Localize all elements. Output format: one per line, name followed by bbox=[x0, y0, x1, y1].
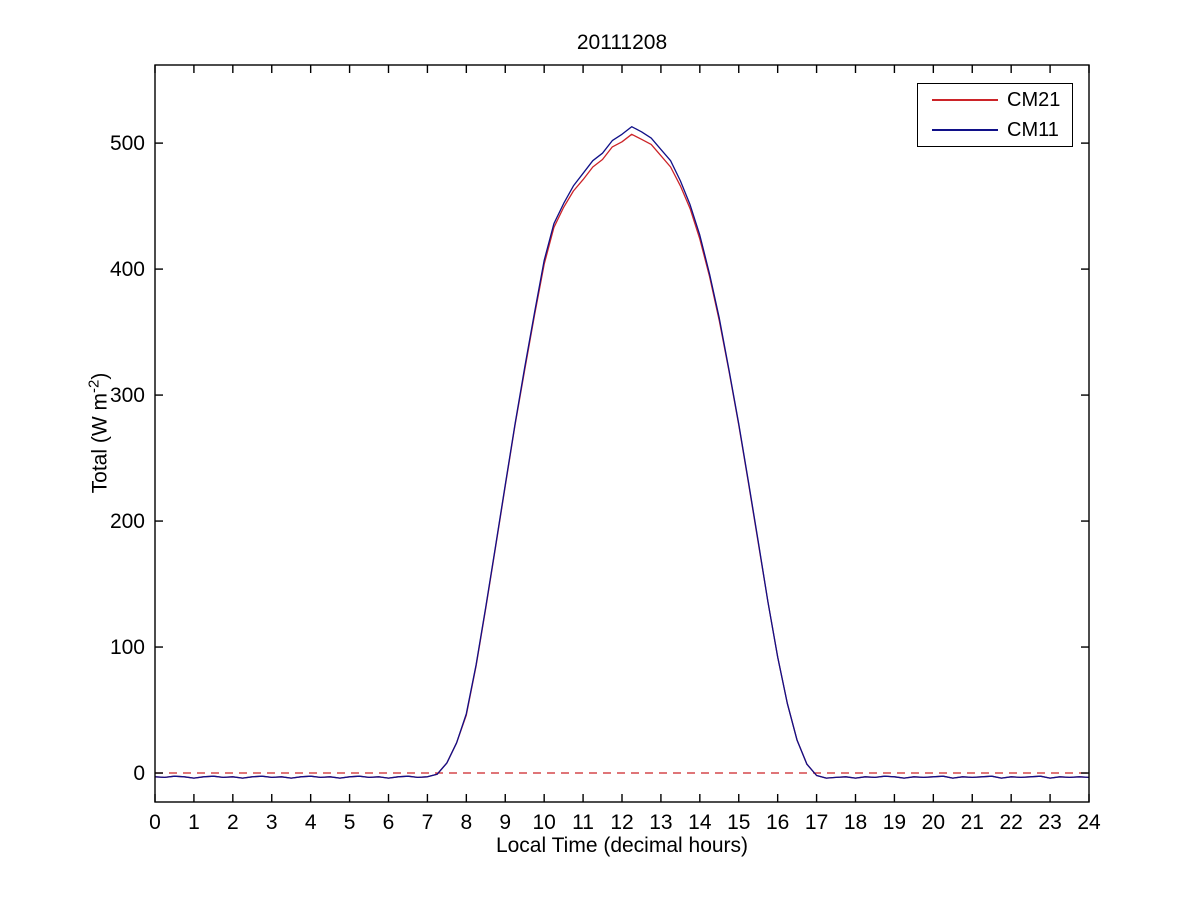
x-tick-label: 24 bbox=[1077, 811, 1101, 834]
legend-box: CM21 CM11 bbox=[917, 83, 1073, 147]
x-tick-label: 13 bbox=[649, 811, 672, 834]
legend-entry-cm21: CM21 bbox=[918, 85, 1072, 115]
y-axis-label-close: ) bbox=[88, 372, 112, 380]
y-tick-label: 400 bbox=[110, 258, 145, 281]
x-tick-label: 8 bbox=[460, 811, 472, 834]
legend-entry-cm11: CM11 bbox=[918, 115, 1072, 145]
x-tick-label: 17 bbox=[805, 811, 828, 834]
x-tick-label: 6 bbox=[383, 811, 395, 834]
x-tick-label: 0 bbox=[149, 811, 161, 834]
x-tick-label: 20 bbox=[922, 811, 945, 834]
cm11-line-sample-icon bbox=[932, 129, 998, 132]
x-tick-label: 4 bbox=[305, 811, 317, 834]
x-tick-label: 11 bbox=[572, 811, 594, 834]
x-tick-label: 16 bbox=[766, 811, 789, 834]
y-tick-label: 0 bbox=[133, 762, 145, 785]
x-tick-label: 19 bbox=[883, 811, 906, 834]
y-axis-label-superscript: -2 bbox=[85, 379, 103, 393]
legend-label-cm11: CM11 bbox=[1007, 119, 1059, 142]
series-line-cm21 bbox=[154, 133, 1090, 779]
y-axis-label: Total (W m-2) bbox=[86, 373, 113, 494]
legend-label-cm21: CM21 bbox=[1007, 88, 1061, 111]
x-tick-label: 22 bbox=[999, 811, 1022, 834]
y-tick-label: 500 bbox=[110, 132, 145, 155]
x-axis-label: Local Time (decimal hours) bbox=[495, 834, 749, 857]
x-tick-label: 2 bbox=[227, 811, 239, 834]
chart-title: 20111208 bbox=[576, 31, 668, 54]
y-tick-label: 300 bbox=[110, 384, 145, 407]
x-tick-label: 18 bbox=[844, 811, 867, 834]
y-tick-label: 200 bbox=[110, 510, 145, 533]
y-axis-label-text: Total (W m bbox=[88, 393, 112, 494]
y-tick-label: 100 bbox=[110, 636, 145, 659]
x-tick-label: 1 bbox=[188, 811, 200, 834]
series-line-cm11 bbox=[154, 126, 1090, 779]
x-tick-label: 9 bbox=[499, 811, 511, 834]
x-tick-label: 10 bbox=[532, 811, 555, 834]
x-tick-label: 7 bbox=[422, 811, 434, 834]
axes-box bbox=[154, 64, 1090, 803]
x-tick-label: 14 bbox=[688, 811, 712, 834]
x-tick-label: 12 bbox=[610, 811, 633, 834]
x-tick-label: 15 bbox=[727, 811, 750, 834]
cm21-line-sample-icon bbox=[932, 98, 998, 101]
x-tick-label: 23 bbox=[1038, 811, 1061, 834]
x-tick-label: 21 bbox=[961, 811, 984, 834]
x-tick-label: 3 bbox=[266, 811, 278, 834]
x-tick-label: 5 bbox=[344, 811, 356, 834]
